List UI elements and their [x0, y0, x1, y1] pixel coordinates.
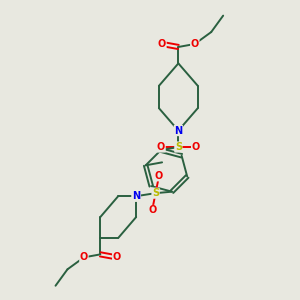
Text: O: O: [148, 206, 157, 215]
Text: O: O: [80, 252, 88, 262]
Text: O: O: [112, 252, 121, 262]
Text: S: S: [152, 188, 159, 198]
Text: N: N: [132, 191, 140, 201]
Text: O: O: [157, 142, 165, 152]
Text: O: O: [154, 171, 163, 181]
Text: O: O: [191, 39, 199, 49]
Text: N: N: [132, 191, 140, 201]
Text: O: O: [192, 142, 200, 152]
Text: N: N: [174, 126, 182, 136]
Text: S: S: [175, 142, 182, 152]
Text: O: O: [158, 39, 166, 49]
